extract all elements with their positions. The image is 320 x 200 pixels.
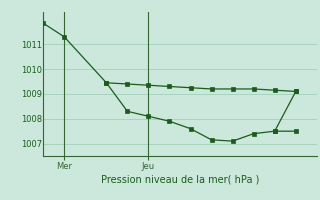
X-axis label: Pression niveau de la mer( hPa ): Pression niveau de la mer( hPa ) [101,175,259,185]
